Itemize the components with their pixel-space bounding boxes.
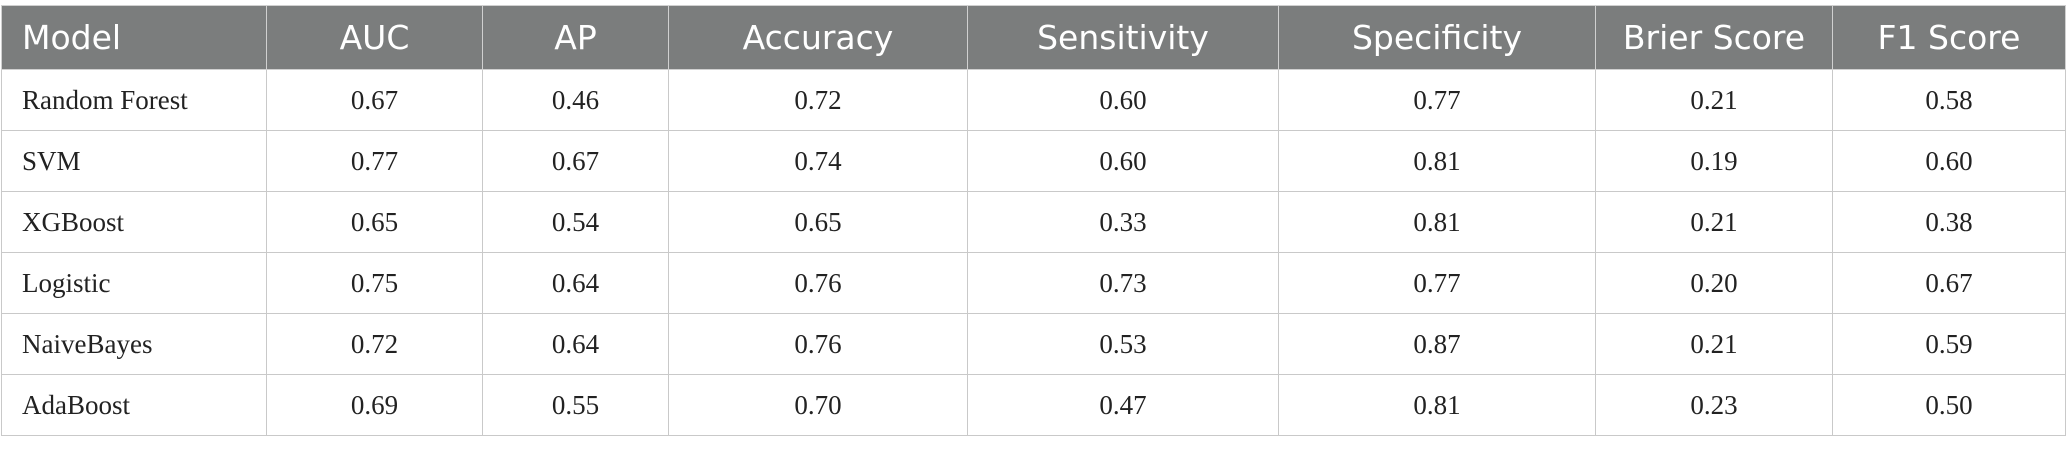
brier-score-cell: 0.21: [1595, 313, 1833, 375]
auc-cell: 0.65: [266, 191, 483, 253]
sensitivity-cell: 0.47: [967, 374, 1279, 436]
f1-score-cell: 0.67: [1832, 252, 2066, 314]
accuracy-cell: 0.76: [668, 313, 968, 375]
ap-cell: 0.64: [482, 313, 669, 375]
sensitivity-cell: 0.60: [967, 69, 1279, 131]
f1-score-cell: 0.59: [1832, 313, 2066, 375]
accuracy-cell: 0.65: [668, 191, 968, 253]
column-header-model: Model: [1, 5, 267, 70]
brier-score-cell: 0.23: [1595, 374, 1833, 436]
specificity-cell: 0.77: [1278, 252, 1596, 314]
sensitivity-cell: 0.60: [967, 130, 1279, 192]
f1-score-cell: 0.60: [1832, 130, 2066, 192]
model-name-cell: XGBoost: [1, 191, 267, 253]
specificity-cell: 0.81: [1278, 191, 1596, 253]
specificity-cell: 0.81: [1278, 374, 1596, 436]
sensitivity-cell: 0.73: [967, 252, 1279, 314]
table-row: Logistic 0.75 0.64 0.76 0.73 0.77 0.20 0…: [1, 252, 2066, 314]
brier-score-cell: 0.21: [1595, 191, 1833, 253]
column-header-f1-score: F1 Score: [1832, 5, 2066, 70]
accuracy-cell: 0.70: [668, 374, 968, 436]
table-row: NaiveBayes 0.72 0.64 0.76 0.53 0.87 0.21…: [1, 313, 2066, 375]
brier-score-cell: 0.20: [1595, 252, 1833, 314]
model-name-cell: SVM: [1, 130, 267, 192]
auc-cell: 0.77: [266, 130, 483, 192]
ap-cell: 0.67: [482, 130, 669, 192]
column-header-ap: AP: [482, 5, 669, 70]
model-name-cell: Random Forest: [1, 69, 267, 131]
ap-cell: 0.64: [482, 252, 669, 314]
table-row: XGBoost 0.65 0.54 0.65 0.33 0.81 0.21 0.…: [1, 191, 2066, 253]
table-row: SVM 0.77 0.67 0.74 0.60 0.81 0.19 0.60: [1, 130, 2066, 192]
sensitivity-cell: 0.53: [967, 313, 1279, 375]
specificity-cell: 0.81: [1278, 130, 1596, 192]
column-header-sensitivity: Sensitivity: [967, 5, 1279, 70]
header-row: Model AUC AP Accuracy Sensitivity Specif…: [1, 5, 2066, 70]
ap-cell: 0.55: [482, 374, 669, 436]
table-row: Random Forest 0.67 0.46 0.72 0.60 0.77 0…: [1, 69, 2066, 131]
accuracy-cell: 0.76: [668, 252, 968, 314]
column-header-specificity: Specificity: [1278, 5, 1596, 70]
accuracy-cell: 0.72: [668, 69, 968, 131]
brier-score-cell: 0.19: [1595, 130, 1833, 192]
specificity-cell: 0.87: [1278, 313, 1596, 375]
auc-cell: 0.67: [266, 69, 483, 131]
sensitivity-cell: 0.33: [967, 191, 1279, 253]
f1-score-cell: 0.58: [1832, 69, 2066, 131]
model-name-cell: NaiveBayes: [1, 313, 267, 375]
brier-score-cell: 0.21: [1595, 69, 1833, 131]
column-header-accuracy: Accuracy: [668, 5, 968, 70]
auc-cell: 0.72: [266, 313, 483, 375]
accuracy-cell: 0.74: [668, 130, 968, 192]
model-name-cell: Logistic: [1, 252, 267, 314]
auc-cell: 0.69: [266, 374, 483, 436]
auc-cell: 0.75: [266, 252, 483, 314]
table-row: AdaBoost 0.69 0.55 0.70 0.47 0.81 0.23 0…: [1, 374, 2066, 436]
model-metrics-table: Model AUC AP Accuracy Sensitivity Specif…: [1, 5, 2066, 436]
f1-score-cell: 0.38: [1832, 191, 2066, 253]
column-header-brier-score: Brier Score: [1595, 5, 1833, 70]
specificity-cell: 0.77: [1278, 69, 1596, 131]
ap-cell: 0.54: [482, 191, 669, 253]
column-header-auc: AUC: [266, 5, 483, 70]
f1-score-cell: 0.50: [1832, 374, 2066, 436]
ap-cell: 0.46: [482, 69, 669, 131]
model-name-cell: AdaBoost: [1, 374, 267, 436]
